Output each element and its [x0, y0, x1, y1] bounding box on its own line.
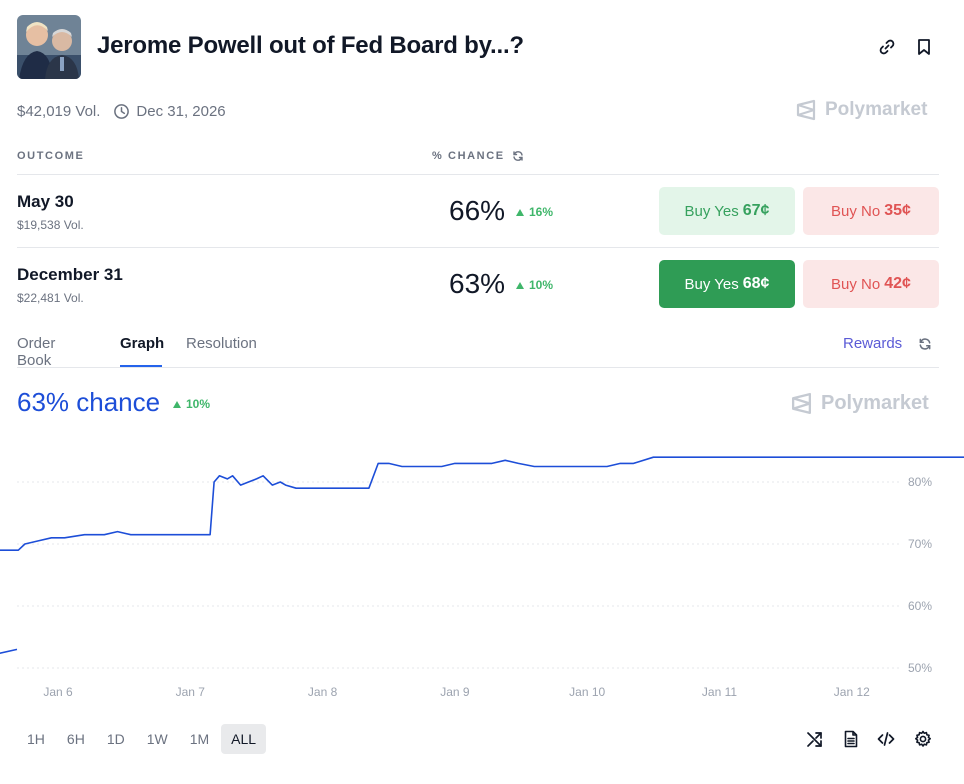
gear-icon[interactable]	[914, 730, 932, 748]
up-arrow-icon	[173, 400, 181, 408]
divider	[17, 367, 939, 368]
outcome-delta-value: 10%	[529, 278, 554, 292]
brand-logo: Polymarket	[795, 99, 927, 121]
outcome-chance: 63%	[449, 268, 506, 299]
range-1m[interactable]: 1M	[189, 731, 210, 747]
market-title: Jerome Powell out of Fed Board by...?	[97, 32, 524, 59]
polymarket-logo-icon	[796, 99, 816, 121]
y-tick-label: 50%	[908, 661, 932, 675]
buy-no-price: 42¢	[884, 275, 911, 292]
range-1h[interactable]: 1H	[27, 731, 45, 747]
up-arrow-icon	[516, 208, 524, 216]
column-header-chance: % CHANCE	[432, 150, 524, 162]
market-thumbnail	[17, 15, 81, 79]
range-1d[interactable]: 1D	[106, 731, 125, 747]
buy-yes-label: Buy Yes	[684, 202, 739, 220]
outcome-delta: 10%	[516, 278, 553, 292]
time-range-selector: 1H 6H 1D 1W 1M ALL	[17, 724, 268, 754]
column-header-chance-label: % CHANCE	[432, 150, 505, 162]
outcome-delta: 16%	[516, 205, 553, 219]
buy-no-price: 35¢	[884, 202, 911, 219]
chart-chance-delta: 10%	[173, 397, 210, 411]
x-tick-label: Jan 12	[834, 685, 870, 699]
y-tick-label: 80%	[908, 475, 932, 489]
x-tick-label: Jan 11	[702, 685, 737, 699]
buy-yes-price: 67¢	[742, 202, 770, 219]
divider	[17, 174, 939, 175]
outcome-delta-value: 16%	[529, 205, 554, 219]
chart-chance-delta-value: 10%	[186, 397, 211, 411]
series-line	[0, 456, 964, 654]
refresh-icon[interactable]	[512, 150, 524, 162]
outcome-chance: 66%	[449, 195, 506, 226]
tab-graph[interactable]: Graph	[120, 335, 165, 352]
polymarket-logo-icon	[791, 392, 812, 415]
buy-no-button[interactable]: Buy No 35¢	[803, 187, 939, 235]
chart-chance-label: 63% chance	[17, 387, 161, 417]
x-tick-label: Jan 10	[569, 685, 605, 699]
clock-icon	[114, 103, 130, 119]
range-1w[interactable]: 1W	[146, 731, 168, 747]
shuffle-icon[interactable]	[806, 730, 824, 748]
divider	[17, 247, 939, 248]
bookmark-icon[interactable]	[914, 37, 934, 57]
column-header-outcome: OUTCOME	[17, 150, 85, 162]
range-all[interactable]: ALL	[221, 724, 267, 754]
x-tick-label: Jan 7	[176, 685, 206, 699]
buy-yes-button[interactable]: Buy Yes 68¢	[659, 260, 795, 308]
link-icon[interactable]	[877, 37, 897, 57]
market-volume: $42,019 Vol.	[17, 102, 101, 120]
chart-brand-name: Polymarket	[821, 392, 929, 414]
rewards-link[interactable]: Rewards	[843, 335, 903, 352]
buy-yes-price: 68¢	[742, 275, 770, 292]
x-tick-label: Jan 9	[440, 685, 470, 699]
y-tick-label: 60%	[908, 599, 932, 613]
y-tick-label: 70%	[908, 537, 932, 551]
price-chart[interactable]: 50% 60% 70% 80% Jan 6 Jan 7 Jan 8 Jan 9 Jan 10 Ja…	[0, 440, 964, 710]
outcome-row[interactable]: December 31 $22,481 Vol. 63% 10% Buy Yes…	[17, 248, 939, 320]
tab-resolution[interactable]: Resolution	[186, 335, 257, 352]
up-arrow-icon	[516, 281, 524, 289]
outcome-name: December 31	[17, 265, 123, 284]
range-6h[interactable]: 6H	[66, 731, 85, 747]
buy-no-label: Buy No	[831, 275, 881, 293]
outcome-name: May 30	[17, 192, 74, 211]
brand-name: Polymarket	[825, 99, 928, 120]
outcome-row[interactable]: May 30 $19,538 Vol. 66% 16% Buy Yes 67¢ …	[17, 175, 939, 247]
buy-no-label: Buy No	[831, 202, 881, 220]
market-header: Jerome Powell out of Fed Board by...?	[17, 15, 947, 79]
code-icon[interactable]	[877, 730, 895, 748]
market-meta: $42,019 Vol. Dec 31, 2026	[17, 101, 226, 121]
document-icon[interactable]	[842, 730, 860, 748]
outcome-volume: $22,481 Vol.	[17, 291, 84, 305]
buy-yes-button[interactable]: Buy Yes 67¢	[659, 187, 795, 235]
refresh-icon[interactable]	[918, 337, 932, 351]
active-tab-indicator	[120, 365, 162, 367]
buy-no-button[interactable]: Buy No 42¢	[803, 260, 939, 308]
x-tick-label: Jan 6	[43, 685, 73, 699]
outcome-volume: $19,538 Vol.	[17, 218, 84, 232]
x-tick-label: Jan 8	[308, 685, 338, 699]
buy-yes-label: Buy Yes	[684, 275, 739, 293]
market-end-date: Dec 31, 2026	[136, 102, 226, 120]
chart-brand-logo: Polymarket	[790, 392, 929, 415]
tab-order-book[interactable]: Order Book	[17, 335, 56, 369]
